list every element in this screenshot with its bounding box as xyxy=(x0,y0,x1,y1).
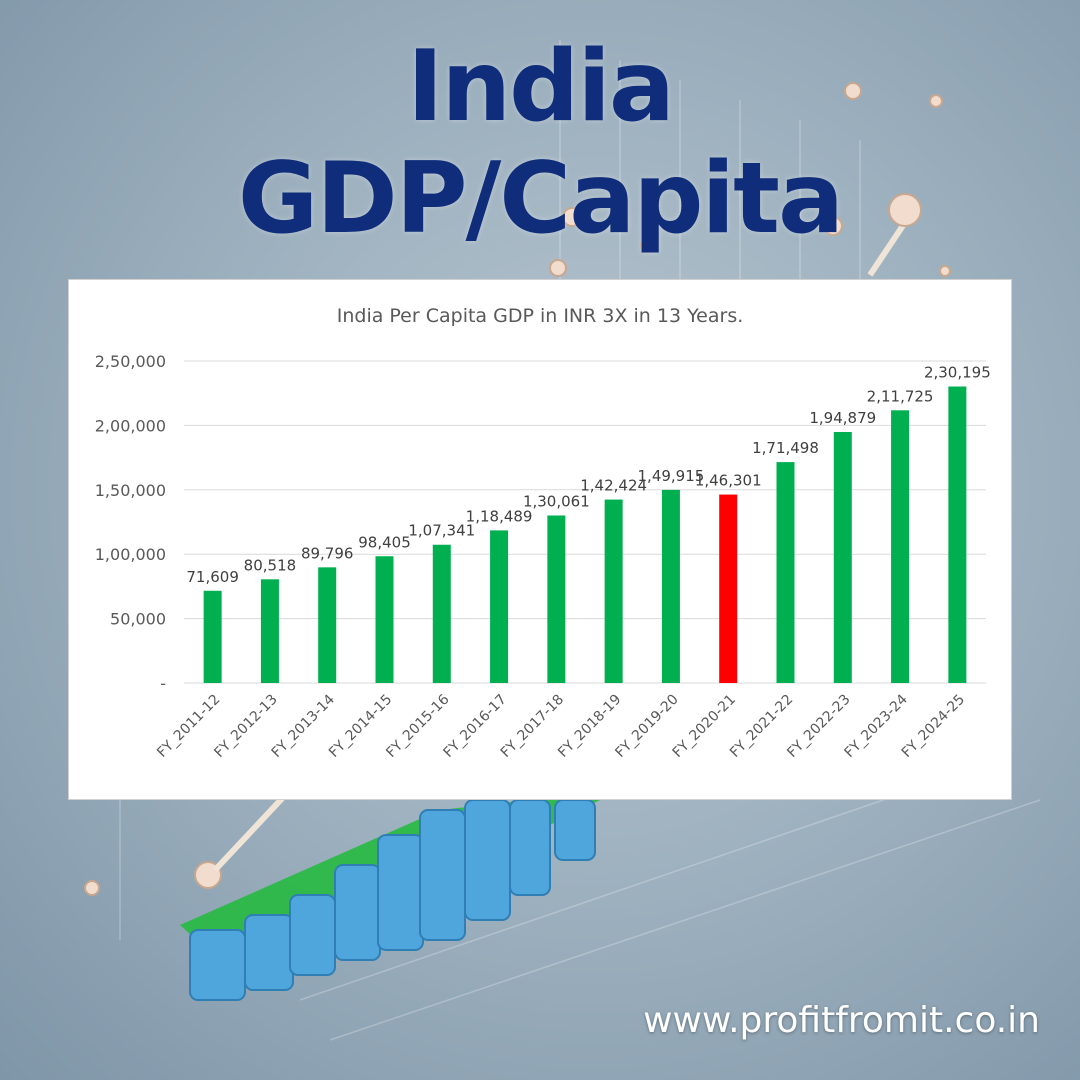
bar xyxy=(375,556,394,683)
chart-bars xyxy=(203,386,967,683)
bar xyxy=(432,544,451,683)
bar xyxy=(203,590,222,683)
background-blue-bars xyxy=(189,799,596,1001)
bar-chart: India Per Capita GDP in INR 3X in 13 Yea… xyxy=(95,305,991,761)
y-tick-label: 50,000 xyxy=(110,610,166,629)
bar xyxy=(604,499,623,683)
bar xyxy=(948,386,967,683)
bar-data-label: 1,46,301 xyxy=(695,472,762,490)
bar xyxy=(490,530,509,683)
heading-line-1: India xyxy=(406,30,675,144)
website-url: www.profitfromit.co.in xyxy=(643,1000,1040,1041)
bar-data-label: 1,49,915 xyxy=(638,467,705,485)
bar-data-label: 89,796 xyxy=(301,544,354,562)
bar-data-label: 2,11,725 xyxy=(867,387,934,405)
chart-gridlines xyxy=(184,360,986,684)
bar-data-label: 98,405 xyxy=(358,533,411,551)
bar-data-labels: 71,609 80,51889,79698,4051,07,3411,18,489… xyxy=(186,364,990,586)
bar xyxy=(833,431,852,683)
bar-data-label: 2,30,195 xyxy=(924,364,991,382)
background-pointer xyxy=(212,193,922,873)
heading-line-2: GDP/Capita xyxy=(237,142,844,256)
bar-data-label: 71,609 xyxy=(186,568,239,586)
y-tick-label: 2,50,000 xyxy=(95,352,166,371)
bar xyxy=(547,515,566,683)
bar-data-label: 1,71,498 xyxy=(752,439,819,457)
bar xyxy=(260,579,279,683)
bar xyxy=(776,462,795,683)
bar xyxy=(891,410,910,683)
background-grid-lines xyxy=(119,40,1041,1041)
bar-data-label: 1,42,424 xyxy=(580,477,647,495)
y-tick-label: 1,00,000 xyxy=(95,545,166,564)
bar xyxy=(719,494,738,683)
y-tick-label: 2,00,000 xyxy=(95,416,166,435)
bar-data-label: 80,518 xyxy=(244,556,297,574)
bar-data-label: 1,07,341 xyxy=(408,522,475,540)
y-axis-tick-labels: - 50,000 1,00,000 1,50,000 2,00,000 2,50,000 xyxy=(95,352,166,693)
chart-title: India Per Capita GDP in INR 3X in 13 Yea… xyxy=(337,305,744,327)
bar-data-label: 1,30,061 xyxy=(523,492,590,510)
y-tick-label: - xyxy=(160,674,166,693)
chart-card: India Per Capita GDP in INR 3X in 13 Yea… xyxy=(68,279,1012,800)
x-axis-tick-labels: FY_2011-12FY_2012-13FY_2013-14FY_2014-15… xyxy=(154,691,968,760)
bar xyxy=(661,489,680,683)
bar xyxy=(318,567,337,683)
y-tick-label: 1,50,000 xyxy=(95,481,166,500)
bar-data-label: 1,18,489 xyxy=(466,507,533,525)
bar-data-label: 1,94,879 xyxy=(809,409,876,427)
